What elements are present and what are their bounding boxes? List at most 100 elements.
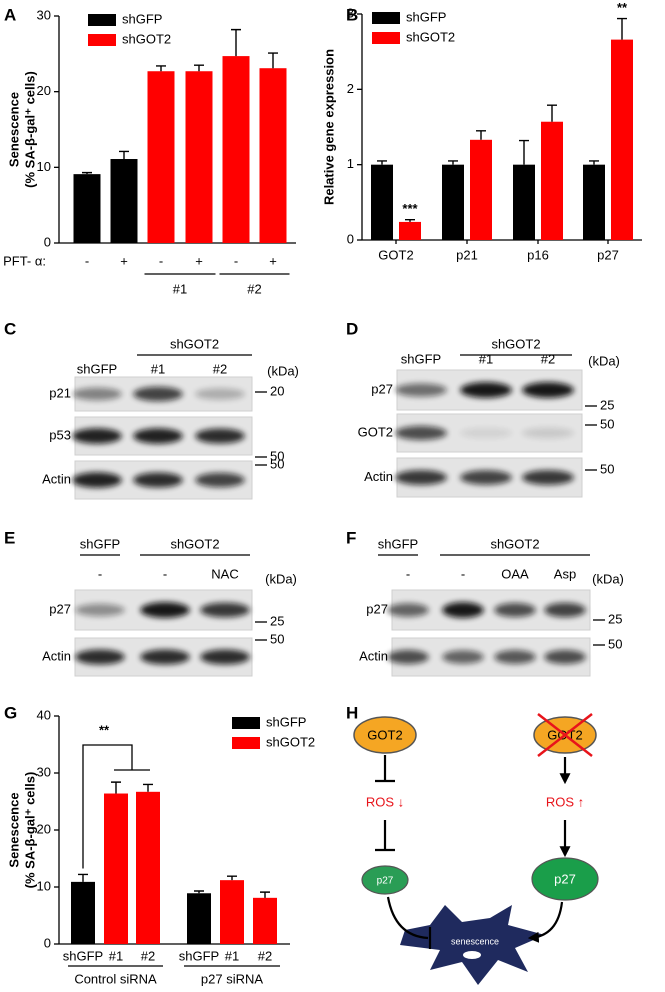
y-tick-label: 30	[37, 7, 51, 22]
bar	[104, 793, 128, 944]
legend-swatch	[232, 737, 260, 749]
marker-label: 50	[270, 456, 284, 471]
lane-label: -	[163, 566, 167, 581]
legend-swatch	[88, 14, 116, 26]
bar	[253, 897, 277, 944]
blot-band	[395, 470, 447, 485]
error-bar	[194, 64, 204, 72]
blot-header: shGOT2	[491, 336, 540, 351]
blot-band	[195, 388, 245, 400]
lane-label: #2	[541, 351, 555, 366]
y-axis-label: (% SA-β-gal⁺ cells)	[22, 71, 37, 188]
blot-band	[72, 428, 122, 444]
bar	[222, 56, 250, 243]
outcome-label: senescence	[451, 936, 499, 946]
got2-node	[353, 716, 417, 754]
error-bar	[119, 150, 129, 160]
nucleus	[463, 951, 481, 959]
error-bar	[377, 160, 387, 165]
x-tick-label: -	[234, 253, 238, 268]
error-bar	[78, 873, 88, 882]
blot-header: shGOT2	[170, 536, 219, 551]
bar	[187, 893, 211, 944]
arrow	[527, 901, 564, 943]
blot-band	[140, 602, 190, 618]
bar	[220, 880, 244, 944]
lane-label: #1	[151, 361, 165, 376]
legend-swatch	[232, 717, 260, 729]
diagram: H GOT2 ROS ↓ p27 GOT2 ROS ↑ p27 senescen…	[346, 703, 599, 985]
blot-band	[133, 428, 183, 444]
row-label: p27	[49, 601, 71, 616]
y-axis-label: Senescence	[6, 92, 21, 167]
blot-band	[75, 649, 125, 665]
blot-band	[522, 427, 574, 439]
blot-band	[75, 603, 125, 617]
legend-label: shGOT2	[266, 734, 315, 749]
x-tick-label: p27	[597, 247, 619, 262]
lane-label: -	[406, 566, 410, 581]
group-label: p27 siRNA	[201, 971, 263, 986]
panel-letter: E	[4, 528, 15, 547]
x-tick-label: #1	[225, 948, 239, 963]
error-bar	[156, 65, 166, 72]
blot-band	[387, 649, 429, 665]
marker-label: 25	[270, 613, 284, 628]
unit-label: (kDa)	[592, 571, 624, 586]
lane-label: NAC	[211, 566, 238, 581]
senescent-cell	[400, 905, 545, 985]
blot-band	[133, 386, 183, 402]
y-tick-label: 10	[37, 878, 51, 893]
marker-label: 50	[600, 416, 614, 431]
node-label: GOT2	[367, 727, 402, 742]
bar	[73, 174, 101, 243]
x-tick-label: +	[269, 253, 277, 268]
y-tick-label: 20	[37, 83, 51, 98]
lane-label: shGFP	[77, 361, 117, 376]
y-tick-label: 2	[347, 81, 354, 96]
y-tick-label: 0	[347, 231, 354, 246]
lane-label: #1	[479, 351, 493, 366]
group-label: #1	[173, 281, 187, 296]
blot-band	[442, 650, 484, 664]
legend-swatch	[372, 32, 400, 44]
panel-letter: G	[4, 703, 17, 722]
y-axis-label: (% SA-β-gal⁺ cells)	[22, 772, 37, 889]
x-tick-label: GOT2	[378, 247, 413, 262]
lane-label: OAA	[501, 566, 529, 581]
blot-band	[195, 428, 245, 444]
bar	[110, 159, 138, 243]
error-bar	[227, 875, 237, 881]
blot-header: shGOT2	[490, 536, 539, 551]
p27-node	[531, 857, 599, 901]
bar	[147, 71, 175, 243]
lane-label: Asp	[554, 566, 576, 581]
marker-label: 25	[600, 397, 614, 412]
inhibit-arrow	[386, 896, 429, 940]
error-bar	[268, 52, 278, 69]
blot-band	[200, 602, 250, 618]
x-tick-label: p16	[527, 247, 549, 262]
panel-letter: F	[346, 528, 356, 547]
blot-band	[522, 470, 574, 485]
panel-letter: B	[346, 5, 358, 24]
bar	[399, 221, 421, 240]
y-tick-label: 10	[37, 159, 51, 174]
panel-letter: C	[4, 319, 16, 338]
error-bar	[143, 783, 153, 792]
bar	[541, 121, 563, 240]
legend-label: shGOT2	[406, 29, 455, 44]
marker-label: 50	[270, 631, 284, 646]
x-tick-label: -	[85, 253, 89, 268]
marker-label: 25	[608, 611, 622, 626]
panel-letter: H	[346, 703, 358, 722]
legend-swatch	[88, 34, 116, 46]
x-tick-label: +	[195, 253, 203, 268]
error-bar	[589, 160, 599, 165]
blot-band	[460, 382, 512, 398]
blot-band	[442, 602, 484, 618]
node-label: p27	[554, 871, 576, 886]
legend-label: shGFP	[406, 9, 446, 24]
ros-label: ROS ↑	[546, 794, 584, 809]
